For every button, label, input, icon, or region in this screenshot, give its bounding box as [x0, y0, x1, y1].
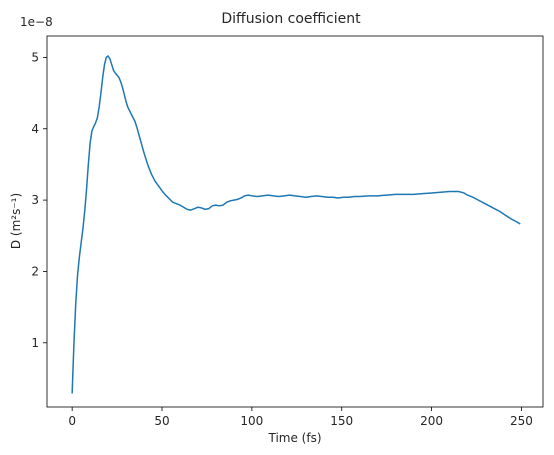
y-axis-label: D (m²s⁻¹): [9, 193, 23, 249]
x-tick-label: 0: [68, 414, 76, 428]
x-tick-label: 50: [154, 414, 169, 428]
x-tick-label: 100: [240, 414, 263, 428]
y-tick-label: 4: [31, 122, 39, 136]
series-line-0: [72, 56, 519, 393]
plot-frame: [47, 36, 543, 407]
y-tick-label: 5: [31, 50, 39, 64]
x-tick-label: 200: [420, 414, 443, 428]
y-tick-label: 3: [31, 193, 39, 207]
y-tick-label: 2: [31, 264, 39, 278]
x-tick-label: 250: [510, 414, 533, 428]
x-tick-label: 150: [330, 414, 353, 428]
chart-title: Diffusion coefficient: [221, 11, 361, 27]
y-offset-label: 1e−8: [20, 15, 53, 29]
plot-area: 0 50 100 150 200 250 1 2 3 4 5: [31, 36, 543, 428]
y-tick-label: 1: [31, 336, 39, 350]
x-axis-label: Time (fs): [267, 431, 321, 445]
